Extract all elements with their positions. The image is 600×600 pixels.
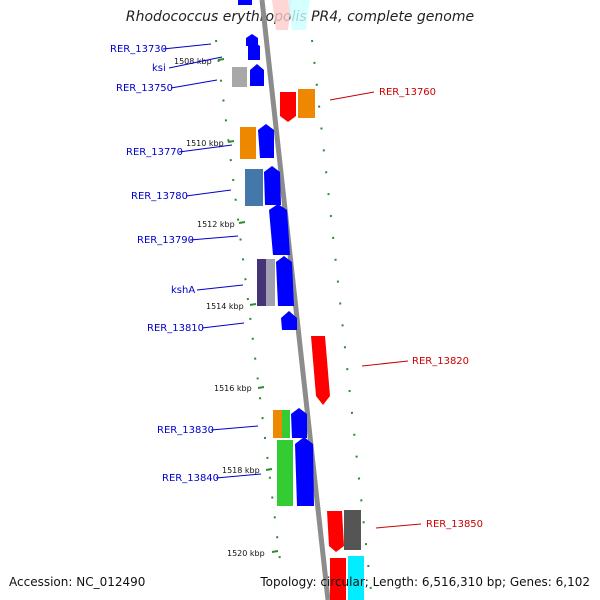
leader-rer13820 (361, 360, 409, 367)
label-rer13760[interactable]: RER_13760 (379, 87, 436, 98)
gene-grey-2[interactable] (266, 259, 275, 306)
gene-rer13830[interactable] (291, 408, 307, 438)
gene-ksi[interactable] (248, 42, 260, 60)
gene-steelblue-1[interactable] (245, 169, 263, 206)
gene-darkgrey-1[interactable] (344, 510, 361, 550)
leader-ksha (196, 284, 244, 291)
scale-ticks: 1508 kbp 1510 kbp 1512 kbp 1514 kbp 1516 kbp… (174, 57, 279, 558)
scale-tick-label: 1512 kbp (197, 220, 235, 229)
gene-orange-2[interactable] (273, 410, 282, 438)
leader-ksi (168, 56, 223, 69)
scale-tick-label: 1516 kbp (214, 384, 252, 393)
label-rer13810[interactable]: RER_13810 (147, 323, 204, 334)
label-rer13790[interactable]: RER_13790 (137, 235, 194, 246)
leader-rer13850 (375, 523, 422, 529)
scale-tick-mark (238, 221, 246, 224)
partial-gene-top-cyan (288, 0, 310, 30)
gene-rer13760[interactable] (280, 92, 296, 122)
label-ksi[interactable]: ksi (152, 63, 166, 74)
gene-orange-1[interactable] (240, 127, 256, 159)
scale-tick-mark (217, 58, 225, 61)
genome-summary: Topology: circular; Length: 6,516,310 bp… (260, 575, 590, 589)
accession-label: Accession: NC_012490 (9, 575, 146, 589)
scale-tick-label: 1518 kbp (222, 466, 260, 475)
label-ksha[interactable]: kshA (171, 285, 195, 296)
scale-tick-mark (265, 468, 273, 471)
genome-backbone (259, 0, 331, 600)
gene-rer13750[interactable] (250, 64, 264, 86)
scale-tick-label: 1520 kbp (227, 549, 265, 558)
gene-rer13790[interactable] (269, 204, 290, 255)
scale-tick-label: 1508 kbp (174, 57, 212, 66)
scale-tick-mark (257, 386, 265, 389)
leader-rer13750 (170, 79, 218, 89)
scale-tick-label: 1510 kbp (186, 139, 224, 148)
partial-gene-top-red (272, 0, 292, 30)
gene-green-1[interactable] (282, 410, 290, 438)
leader-rer13810 (201, 322, 245, 329)
scale-tick-mark (249, 303, 257, 306)
gene-purple-1[interactable] (257, 259, 266, 306)
leader-rer13790 (189, 235, 239, 241)
gene-rer13840[interactable] (295, 437, 314, 506)
scale-tick-label: 1514 kbp (206, 302, 244, 311)
gene-green-2[interactable] (277, 440, 293, 506)
gene-cyan-bottom[interactable] (348, 556, 364, 600)
label-rer13730[interactable]: RER_13730 (110, 44, 167, 55)
leader-rer13760 (329, 91, 375, 101)
gene-grey-1[interactable] (232, 67, 247, 87)
gene-rer13810[interactable] (281, 311, 297, 330)
gene-orange-3[interactable] (298, 89, 315, 118)
leader-rer13780 (185, 189, 232, 197)
label-rer13750[interactable]: RER_13750 (116, 83, 173, 94)
leader-rer13730 (162, 43, 212, 50)
label-rer13850[interactable]: RER_13850 (426, 519, 483, 530)
leader-rer13840 (215, 473, 262, 479)
leader-rer13770 (178, 144, 233, 153)
label-rer13840[interactable]: RER_13840 (162, 473, 219, 484)
gene-rer13820[interactable] (311, 336, 330, 405)
scale-tick-mark (271, 550, 279, 553)
label-rer13770[interactable]: RER_13770 (126, 147, 183, 158)
label-rer13830[interactable]: RER_13830 (157, 425, 214, 436)
partial-gene-top-blue (238, 0, 252, 5)
gene-ksha[interactable] (276, 256, 294, 306)
gene-red-bottom[interactable] (330, 558, 346, 600)
gene-rer13770[interactable] (258, 124, 274, 158)
gene-rer13780[interactable] (264, 166, 281, 205)
inner-dotted-ring (215, 39, 281, 561)
label-rer13780[interactable]: RER_13780 (131, 191, 188, 202)
scale-tick-mark (227, 140, 235, 143)
leader-rer13830 (210, 425, 259, 431)
gene-rer13850[interactable] (327, 511, 344, 552)
label-rer13820[interactable]: RER_13820 (412, 356, 469, 367)
